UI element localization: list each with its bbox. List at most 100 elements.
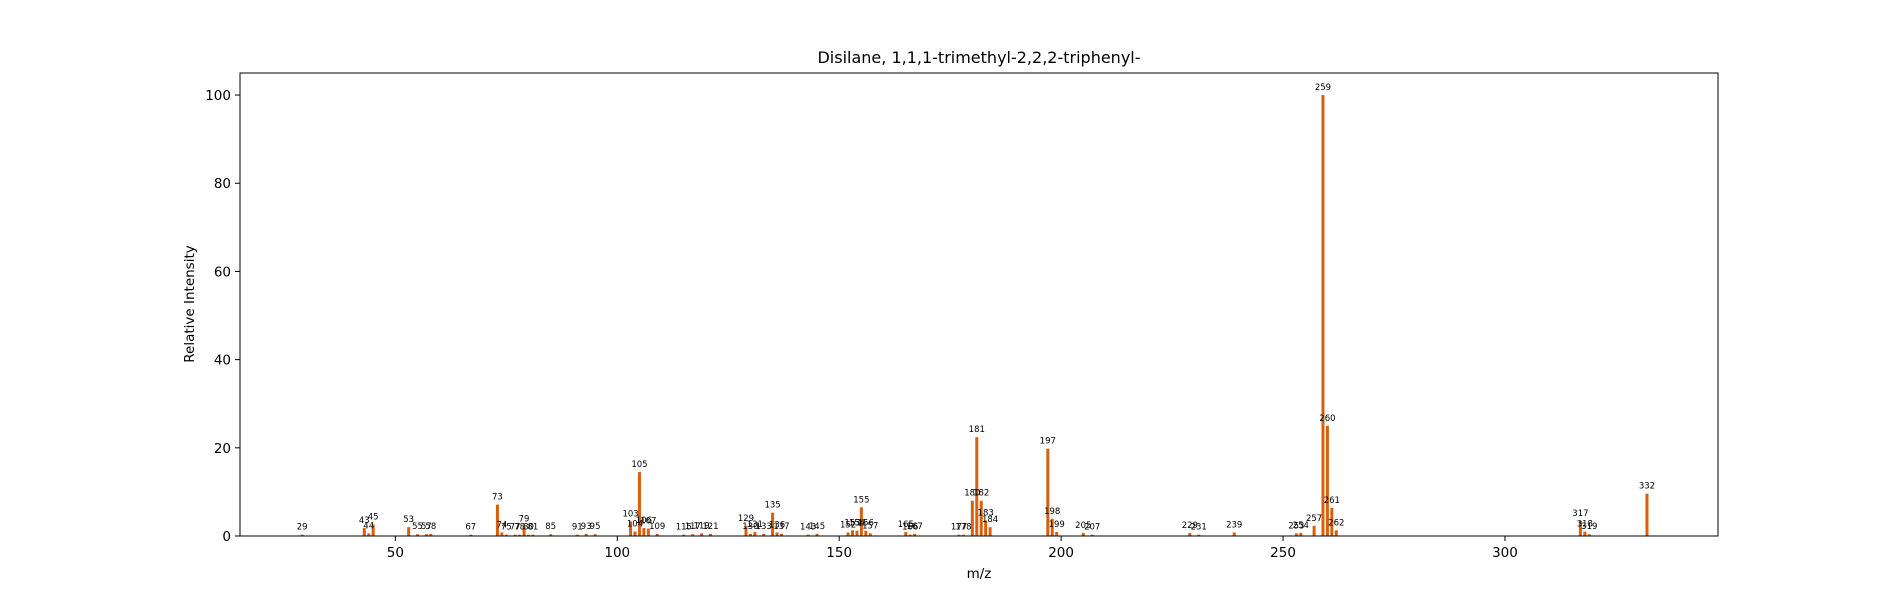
peak-bar: [469, 534, 473, 536]
peak-label: 55: [412, 522, 423, 532]
peak-bar: [851, 530, 854, 536]
peak-label: 130: [742, 522, 758, 532]
bars-layer: [300, 95, 1649, 537]
peak-label: 67: [465, 523, 476, 533]
peak-label: 77: [510, 523, 521, 533]
peak-bar: [868, 533, 872, 536]
peak-bar: [1055, 532, 1059, 536]
peak-label: 133: [756, 522, 772, 532]
peak-bar: [775, 532, 779, 536]
peak-label: 81: [528, 523, 539, 533]
peak-label: 115: [676, 523, 692, 533]
peak-label: 106: [636, 516, 652, 526]
peak-bar: [988, 527, 992, 536]
peak-bar: [300, 534, 304, 536]
peak-bar: [642, 528, 646, 536]
y-tick-label: 0: [222, 529, 231, 545]
peak-bar: [531, 534, 535, 536]
y-tick-label: 80: [214, 176, 231, 192]
peak-bar: [495, 504, 499, 536]
peak-bar: [700, 533, 704, 536]
peak-label: 260: [1319, 414, 1335, 424]
peak-bar: [527, 534, 530, 536]
peak-label: 254: [1293, 521, 1309, 531]
peak-label: 259: [1315, 83, 1331, 93]
peak-label: 239: [1226, 520, 1242, 530]
y-axis-label: Relative Intensity: [182, 245, 198, 363]
y-tick-label: 20: [214, 441, 231, 457]
peak-label: 73: [492, 493, 503, 503]
peak-label: 145: [809, 522, 825, 532]
peak-label: 93: [581, 522, 592, 532]
peak-bar: [1321, 95, 1325, 537]
peak-bar: [367, 533, 371, 536]
peak-label: 107: [640, 517, 656, 527]
peak-label: 182: [973, 489, 989, 499]
peak-label: 180: [964, 489, 980, 499]
peak-bar: [1330, 507, 1334, 536]
peak-bar: [984, 520, 988, 536]
peak-bar: [1050, 518, 1054, 536]
y-tick-label: 40: [214, 353, 231, 369]
peak-label: 78: [514, 523, 525, 533]
peak-bar: [970, 500, 974, 536]
peak-bar: [815, 533, 819, 536]
peak-label: 156: [858, 519, 874, 529]
peak-bar: [549, 534, 553, 536]
peak-label: 131: [747, 520, 763, 530]
x-tick-label: 300: [1492, 545, 1518, 561]
peak-bar: [975, 437, 979, 536]
peak-label: 332: [1639, 482, 1655, 492]
peak-bar: [979, 500, 983, 536]
peak-label: 29: [297, 523, 308, 533]
peak-bar: [646, 528, 650, 536]
peak-bar: [806, 534, 810, 536]
peak-label: 317: [1572, 509, 1588, 519]
peak-label: 103: [622, 509, 638, 519]
peak-bar: [1583, 531, 1587, 536]
peak-bar: [513, 534, 517, 536]
peak-bar: [1334, 530, 1338, 536]
x-axis-label: m/z: [967, 566, 992, 582]
peak-label: 109: [649, 522, 665, 532]
peak-label: 181: [969, 425, 985, 435]
peak-label: 80: [523, 523, 534, 533]
peak-bar: [1587, 534, 1591, 536]
peak-label: 53: [403, 515, 414, 525]
peak-bar: [1081, 532, 1085, 536]
peak-bar: [500, 532, 504, 536]
peak-label: 57: [421, 522, 432, 532]
x-axis-ticks: 50 100 150 200 250 300: [387, 536, 1518, 561]
peak-bar: [1188, 532, 1192, 536]
x-tick-label: 200: [1048, 545, 1074, 561]
peak-bar: [1294, 533, 1298, 536]
peak-label: 154: [849, 519, 865, 529]
peak-bar: [584, 533, 588, 536]
y-tick-label: 60: [214, 264, 231, 280]
peak-label: 157: [862, 521, 878, 531]
peak-label: 91: [572, 523, 583, 533]
peak-label: 104: [627, 520, 643, 530]
peak-bar: [957, 534, 961, 536]
peak-label: 44: [363, 521, 374, 531]
peak-label: 79: [519, 514, 530, 524]
peak-bar: [416, 534, 420, 536]
peak-label: 155: [853, 495, 869, 505]
peak-bar: [1046, 448, 1050, 536]
peak-bar: [629, 521, 633, 536]
peak-label: 119: [693, 521, 709, 531]
peak-bar: [1645, 493, 1649, 536]
peak-bar: [593, 534, 597, 536]
peak-label: 95: [590, 522, 601, 532]
peak-label: 117: [685, 522, 701, 532]
peak-label: 121: [702, 522, 718, 532]
peak-bar: [855, 530, 859, 536]
peak-label: 152: [840, 520, 856, 530]
peak-label: 198: [1044, 507, 1060, 517]
peak-label: 262: [1328, 518, 1344, 528]
peak-label: 167: [907, 522, 923, 532]
peak-label: 229: [1182, 521, 1198, 531]
y-axis-ticks: 0 20 40 60 80 100: [205, 88, 240, 545]
chart-title: Disilane, 1,1,1-trimethyl-2,2,2-tripheny…: [817, 48, 1140, 67]
